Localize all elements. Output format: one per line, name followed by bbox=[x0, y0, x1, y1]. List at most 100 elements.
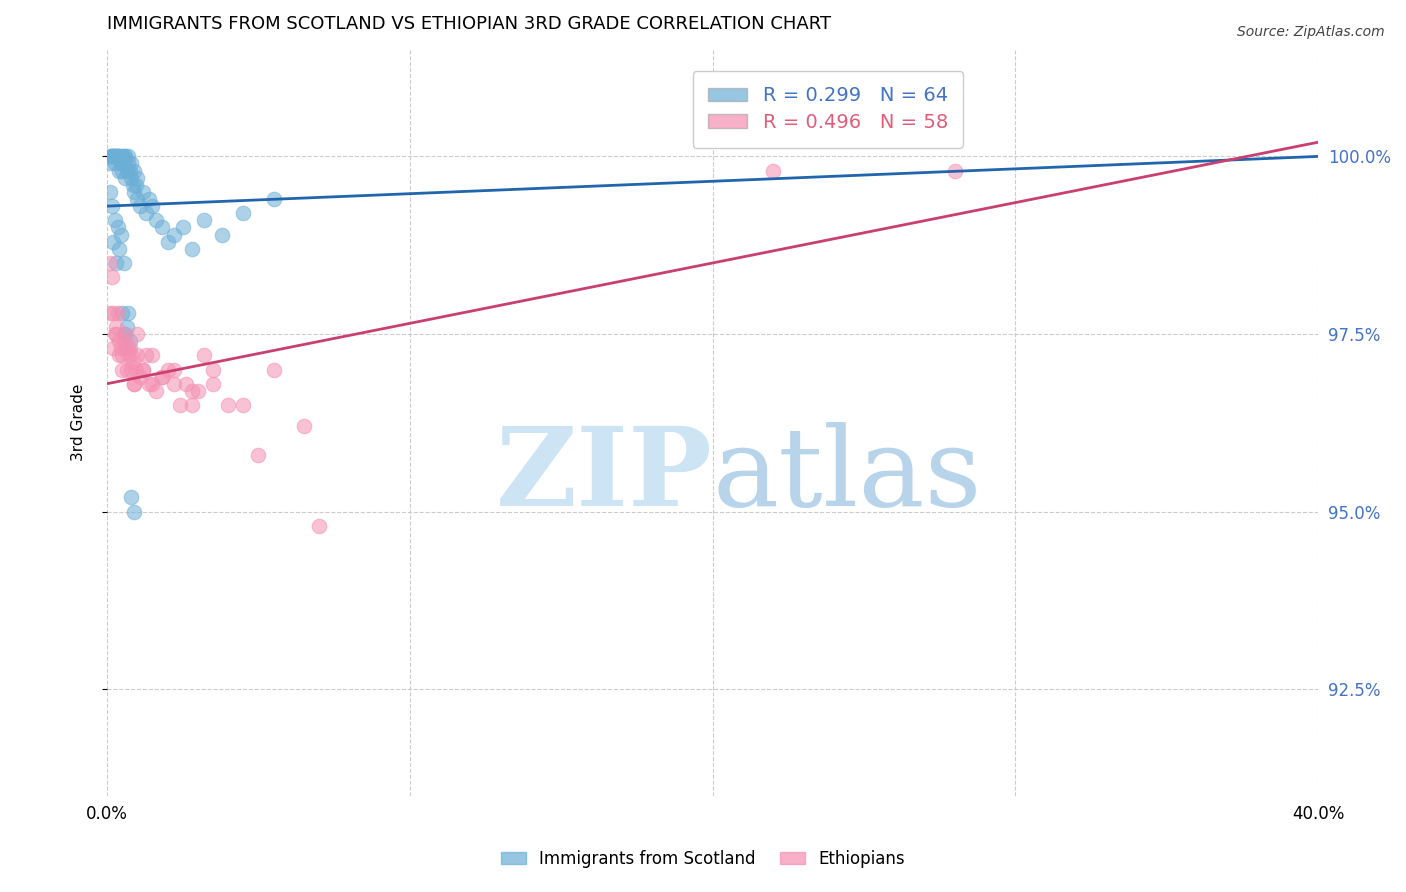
Point bbox=[108, 242, 131, 256]
Point bbox=[125, 178, 148, 192]
Point bbox=[115, 319, 138, 334]
Point bbox=[120, 170, 142, 185]
Point bbox=[121, 355, 143, 369]
Point bbox=[145, 384, 167, 398]
Point bbox=[180, 242, 202, 256]
Point bbox=[118, 334, 141, 348]
Point bbox=[202, 376, 225, 391]
Point bbox=[101, 306, 124, 320]
Point bbox=[114, 326, 136, 341]
Point bbox=[135, 348, 157, 362]
Point bbox=[120, 362, 142, 376]
Point bbox=[115, 362, 138, 376]
Text: Source: ZipAtlas.com: Source: ZipAtlas.com bbox=[1237, 25, 1385, 39]
Point bbox=[187, 384, 209, 398]
Point bbox=[104, 213, 127, 227]
Point bbox=[150, 369, 173, 384]
Point bbox=[112, 149, 135, 163]
Point bbox=[132, 362, 155, 376]
Point bbox=[150, 369, 173, 384]
Y-axis label: 3rd Grade: 3rd Grade bbox=[72, 384, 86, 461]
Point bbox=[124, 185, 146, 199]
Point bbox=[98, 185, 121, 199]
Point bbox=[110, 341, 132, 355]
Point bbox=[127, 170, 149, 185]
Point bbox=[117, 149, 139, 163]
Point bbox=[111, 163, 134, 178]
Point bbox=[141, 376, 163, 391]
Legend: R = 0.299   N = 64, R = 0.496   N = 58: R = 0.299 N = 64, R = 0.496 N = 58 bbox=[693, 70, 963, 148]
Point bbox=[145, 213, 167, 227]
Point bbox=[117, 306, 139, 320]
Point bbox=[263, 192, 285, 206]
Point bbox=[108, 348, 131, 362]
Point bbox=[163, 376, 186, 391]
Point bbox=[98, 306, 121, 320]
Point bbox=[98, 256, 121, 270]
Point bbox=[112, 156, 135, 170]
Point bbox=[114, 341, 136, 355]
Point bbox=[202, 362, 225, 376]
Point bbox=[193, 348, 215, 362]
Point bbox=[100, 270, 122, 285]
Point bbox=[127, 348, 149, 362]
Point bbox=[132, 362, 155, 376]
Point bbox=[100, 149, 122, 163]
Legend: Immigrants from Scotland, Ethiopians: Immigrants from Scotland, Ethiopians bbox=[494, 844, 912, 875]
Point bbox=[172, 220, 194, 235]
Point bbox=[120, 491, 142, 505]
Point bbox=[104, 149, 127, 163]
Point bbox=[107, 220, 129, 235]
Point bbox=[138, 376, 160, 391]
Text: IMMIGRANTS FROM SCOTLAND VS ETHIOPIAN 3RD GRADE CORRELATION CHART: IMMIGRANTS FROM SCOTLAND VS ETHIOPIAN 3R… bbox=[107, 15, 831, 33]
Point bbox=[104, 326, 127, 341]
Point bbox=[114, 170, 136, 185]
Point bbox=[111, 362, 134, 376]
Point bbox=[129, 369, 152, 384]
Point bbox=[141, 199, 163, 213]
Point bbox=[150, 220, 173, 235]
Point bbox=[114, 334, 136, 348]
Text: ZIP: ZIP bbox=[496, 422, 713, 529]
Point bbox=[762, 163, 785, 178]
Point bbox=[124, 163, 146, 178]
Point bbox=[98, 149, 121, 163]
Point bbox=[156, 235, 179, 249]
Point bbox=[117, 348, 139, 362]
Point bbox=[121, 178, 143, 192]
Point bbox=[100, 149, 122, 163]
Point bbox=[943, 163, 966, 178]
Point bbox=[180, 398, 202, 412]
Point bbox=[156, 362, 179, 376]
Point bbox=[101, 149, 124, 163]
Text: atlas: atlas bbox=[713, 422, 983, 529]
Point bbox=[217, 398, 239, 412]
Point bbox=[107, 149, 129, 163]
Point bbox=[232, 206, 254, 220]
Point bbox=[111, 306, 134, 320]
Point bbox=[118, 163, 141, 178]
Point bbox=[308, 518, 330, 533]
Point bbox=[118, 341, 141, 355]
Point bbox=[110, 227, 132, 242]
Point bbox=[127, 192, 149, 206]
Point bbox=[105, 149, 128, 163]
Point bbox=[111, 348, 134, 362]
Point bbox=[132, 185, 155, 199]
Point bbox=[211, 227, 233, 242]
Point bbox=[169, 398, 191, 412]
Point bbox=[124, 376, 146, 391]
Point bbox=[110, 156, 132, 170]
Point bbox=[105, 256, 128, 270]
Point bbox=[105, 149, 128, 163]
Point bbox=[100, 199, 122, 213]
Point bbox=[247, 448, 270, 462]
Point bbox=[124, 505, 146, 519]
Point bbox=[108, 334, 131, 348]
Point bbox=[101, 341, 124, 355]
Point bbox=[112, 256, 135, 270]
Point bbox=[120, 156, 142, 170]
Point bbox=[107, 149, 129, 163]
Point bbox=[163, 362, 186, 376]
Point bbox=[174, 376, 197, 391]
